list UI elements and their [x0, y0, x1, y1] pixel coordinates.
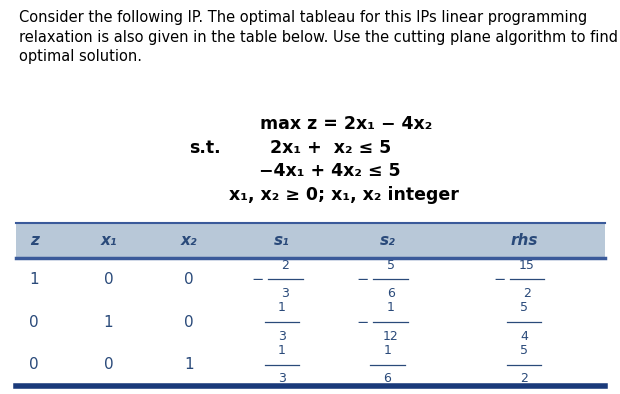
Text: 2: 2: [281, 259, 289, 272]
FancyBboxPatch shape: [16, 301, 604, 344]
Text: 1: 1: [278, 301, 286, 314]
FancyBboxPatch shape: [16, 258, 604, 301]
Text: 0: 0: [184, 314, 194, 330]
Text: 5: 5: [520, 344, 528, 357]
Text: s₂: s₂: [379, 233, 396, 248]
Text: −: −: [356, 314, 369, 330]
Text: rhs: rhs: [510, 233, 538, 248]
Text: 0: 0: [29, 314, 39, 330]
Text: 6: 6: [384, 372, 391, 385]
Text: 15: 15: [519, 259, 535, 272]
Text: 2: 2: [523, 287, 531, 300]
Text: −4x₁ + 4x₂ ≤ 5: −4x₁ + 4x₂ ≤ 5: [259, 162, 401, 180]
Text: 1: 1: [387, 301, 394, 314]
Text: z: z: [30, 233, 38, 248]
Text: Consider the following IP. The optimal tableau for this IPs linear programming
r: Consider the following IP. The optimal t…: [19, 10, 620, 65]
Text: s₁: s₁: [274, 233, 290, 248]
Text: 2x₁ +  x₂ ≤ 5: 2x₁ + x₂ ≤ 5: [270, 139, 391, 157]
Text: x₁, x₂ ≥ 0; x₁, x₂ integer: x₁, x₂ ≥ 0; x₁, x₂ integer: [229, 186, 459, 204]
Text: 4: 4: [520, 330, 528, 343]
Text: 1: 1: [278, 344, 286, 357]
Text: s.t.: s.t.: [189, 139, 221, 157]
FancyBboxPatch shape: [16, 344, 604, 386]
Text: 0: 0: [29, 357, 39, 372]
Text: 2: 2: [520, 372, 528, 385]
FancyBboxPatch shape: [16, 223, 604, 258]
Text: 3: 3: [278, 372, 286, 385]
Text: x₁: x₁: [100, 233, 117, 248]
Text: 5: 5: [520, 301, 528, 314]
Text: −: −: [251, 272, 264, 287]
Text: 1: 1: [29, 272, 39, 287]
Text: 0: 0: [184, 272, 194, 287]
Text: 0: 0: [104, 272, 113, 287]
Text: 0: 0: [104, 357, 113, 372]
Text: 3: 3: [281, 287, 289, 300]
Text: 5: 5: [387, 259, 394, 272]
Text: −: −: [493, 272, 505, 287]
Text: 6: 6: [387, 287, 394, 300]
Text: 12: 12: [383, 330, 399, 343]
Text: 1: 1: [104, 314, 113, 330]
Text: 3: 3: [278, 330, 286, 343]
Text: −: −: [356, 272, 369, 287]
Text: x₂: x₂: [181, 233, 197, 248]
Text: 1: 1: [384, 344, 391, 357]
Text: 1: 1: [184, 357, 194, 372]
Text: max z = 2x₁ − 4x₂: max z = 2x₁ − 4x₂: [260, 115, 433, 133]
